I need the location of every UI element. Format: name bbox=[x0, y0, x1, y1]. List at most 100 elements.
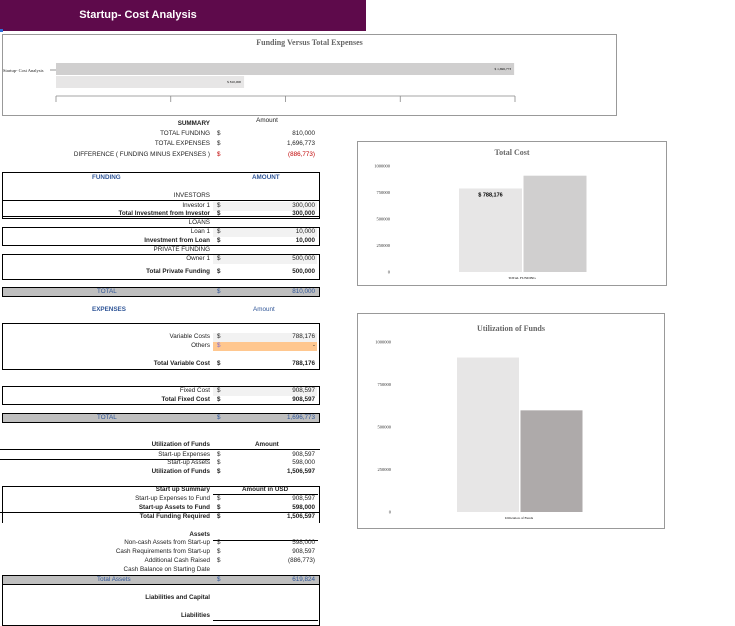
row-label: Liabilities bbox=[180, 612, 210, 619]
chart-title: Funding Versus Total Expenses bbox=[256, 38, 363, 47]
total-label: TOTAL bbox=[97, 288, 117, 295]
data-label: $ 788,176 bbox=[478, 192, 502, 198]
currency-symbol: $ bbox=[217, 288, 221, 295]
amount-value[interactable]: 10,000 bbox=[295, 228, 315, 235]
row-label: Start up Summary bbox=[155, 486, 210, 493]
currency-symbol: $ bbox=[217, 151, 221, 158]
currency-symbol: $ bbox=[217, 255, 221, 262]
amount-value[interactable]: - bbox=[312, 342, 315, 349]
row-label: Start-up Assets bbox=[167, 459, 210, 466]
total-row-bar bbox=[2, 575, 320, 585]
amount-value[interactable]: 598,000 bbox=[292, 504, 315, 511]
amount-value[interactable]: 500,000 bbox=[292, 268, 315, 275]
bar bbox=[520, 410, 583, 512]
amount-header: Amount bbox=[256, 117, 278, 124]
amount-value[interactable]: 908,597 bbox=[292, 396, 315, 403]
y-tick-label: 1000000 bbox=[375, 340, 392, 345]
amount-value[interactable]: 908,597 bbox=[292, 548, 315, 555]
divider bbox=[0, 512, 320, 513]
currency-symbol: $ bbox=[217, 342, 221, 349]
divider bbox=[0, 459, 210, 460]
category-label: Startup- Cost Analysis bbox=[3, 68, 44, 73]
currency-symbol: $ bbox=[217, 202, 221, 209]
currency-symbol: $ bbox=[217, 237, 221, 244]
amount-value[interactable]: 1,696,773 bbox=[286, 140, 315, 147]
row-label: TOTAL FUNDING bbox=[160, 130, 210, 137]
utilization-of-funds-chart[interactable]: Utilization of Funds 0 250000 500000 750000… bbox=[357, 313, 665, 529]
loan-box bbox=[2, 227, 320, 246]
total-label: Total Assets bbox=[97, 576, 131, 583]
row-label: INVESTORS bbox=[173, 192, 210, 199]
row-label: Assets bbox=[189, 531, 210, 538]
investor-box bbox=[2, 200, 320, 219]
currency-symbol: $ bbox=[217, 468, 221, 475]
currency-symbol: $ bbox=[217, 387, 221, 394]
row-label: TOTAL EXPENSES bbox=[154, 140, 210, 147]
amount-value[interactable]: 1,506,597 bbox=[286, 468, 315, 475]
row-label: Start-up Expenses to Fund bbox=[135, 495, 210, 502]
divider bbox=[213, 494, 318, 495]
amount-value[interactable]: 788,176 bbox=[292, 360, 315, 367]
fixed-box bbox=[2, 386, 320, 405]
funding-heading: FUNDING bbox=[92, 174, 121, 181]
amount-value[interactable]: (886,773) bbox=[288, 151, 315, 158]
row-label: Investment from Loan bbox=[144, 237, 210, 244]
currency-symbol: $ bbox=[217, 513, 221, 520]
input-cell-background bbox=[213, 202, 317, 211]
input-cell-background bbox=[213, 228, 317, 237]
currency-symbol: $ bbox=[217, 268, 221, 275]
row-label: Total Funding Required bbox=[139, 513, 210, 520]
funding-vs-expenses-chart[interactable]: Funding Versus Total Expenses Startup- C… bbox=[2, 34, 617, 116]
row-label: Start-up Expenses bbox=[158, 451, 210, 458]
input-cell-background bbox=[213, 333, 317, 342]
amount-value[interactable]: 300,000 bbox=[292, 202, 315, 209]
row-label: Variable Costs bbox=[169, 333, 210, 340]
amount-value[interactable]: 788,176 bbox=[292, 333, 315, 340]
amount-value[interactable]: 908,597 bbox=[292, 495, 315, 502]
amount-value[interactable]: 908,597 bbox=[292, 451, 315, 458]
row-label: PRIVATE FUNDING bbox=[153, 246, 210, 253]
amount-value[interactable]: 1,506,597 bbox=[286, 513, 315, 520]
amount-value[interactable]: 300,000 bbox=[292, 210, 315, 217]
row-label: Others bbox=[191, 342, 210, 349]
total-cost-chart[interactable]: Total Cost 0 250000 500000 750000 1000000 $ 7… bbox=[357, 141, 667, 286]
chart-plot: $ 1,696,773 $ 810,000 bbox=[50, 63, 516, 102]
amount-value[interactable]: 500,000 bbox=[292, 255, 315, 262]
category-label: Utilization of Funds bbox=[505, 516, 534, 520]
currency-symbol: $ bbox=[217, 228, 221, 235]
row-label: Investor 1 bbox=[182, 202, 210, 209]
y-tick-label: 250000 bbox=[378, 467, 392, 472]
amount-value[interactable]: (886,773) bbox=[288, 557, 315, 564]
bar bbox=[457, 357, 519, 512]
divider bbox=[213, 540, 318, 541]
currency-symbol: $ bbox=[217, 396, 221, 403]
amount-value[interactable]: 598,000 bbox=[292, 459, 315, 466]
row-label: Owner 1 bbox=[186, 255, 210, 262]
total-value: 1,696,773 bbox=[286, 414, 315, 421]
y-tick-label: 0 bbox=[388, 270, 391, 275]
y-tick-label: 0 bbox=[389, 510, 392, 515]
row-label: Utilization of Funds bbox=[151, 441, 210, 448]
amount-value[interactable]: 10,000 bbox=[295, 237, 315, 244]
row-label: DIFFERENCE ( FUNDING MINUS EXPENSES ) bbox=[73, 151, 210, 158]
currency-symbol: $ bbox=[217, 539, 221, 546]
y-tick-label: 750000 bbox=[377, 190, 391, 195]
currency-symbol: $ bbox=[217, 360, 221, 367]
data-label: $ 810,000 bbox=[227, 80, 241, 85]
y-tick-label: 250000 bbox=[377, 243, 391, 248]
cell-cursor[interactable] bbox=[0, 29, 3, 32]
currency-symbol: $ bbox=[217, 495, 221, 502]
currency-symbol: $ bbox=[217, 210, 221, 217]
input-cell-background bbox=[213, 255, 317, 264]
bar bbox=[459, 188, 522, 272]
amount-header: Amount in USD bbox=[242, 486, 289, 493]
amount-value[interactable]: 810,000 bbox=[292, 130, 315, 137]
row-label: Total Fixed Cost bbox=[161, 396, 210, 403]
currency-symbol: $ bbox=[217, 459, 221, 466]
row-label: LOANS bbox=[188, 219, 210, 226]
bar bbox=[523, 175, 587, 272]
amount-value[interactable]: 908,597 bbox=[292, 387, 315, 394]
amount-heading: Amount bbox=[253, 306, 275, 313]
amount-value[interactable]: 598,000 bbox=[292, 539, 315, 546]
amount-header: Amount bbox=[255, 441, 279, 448]
